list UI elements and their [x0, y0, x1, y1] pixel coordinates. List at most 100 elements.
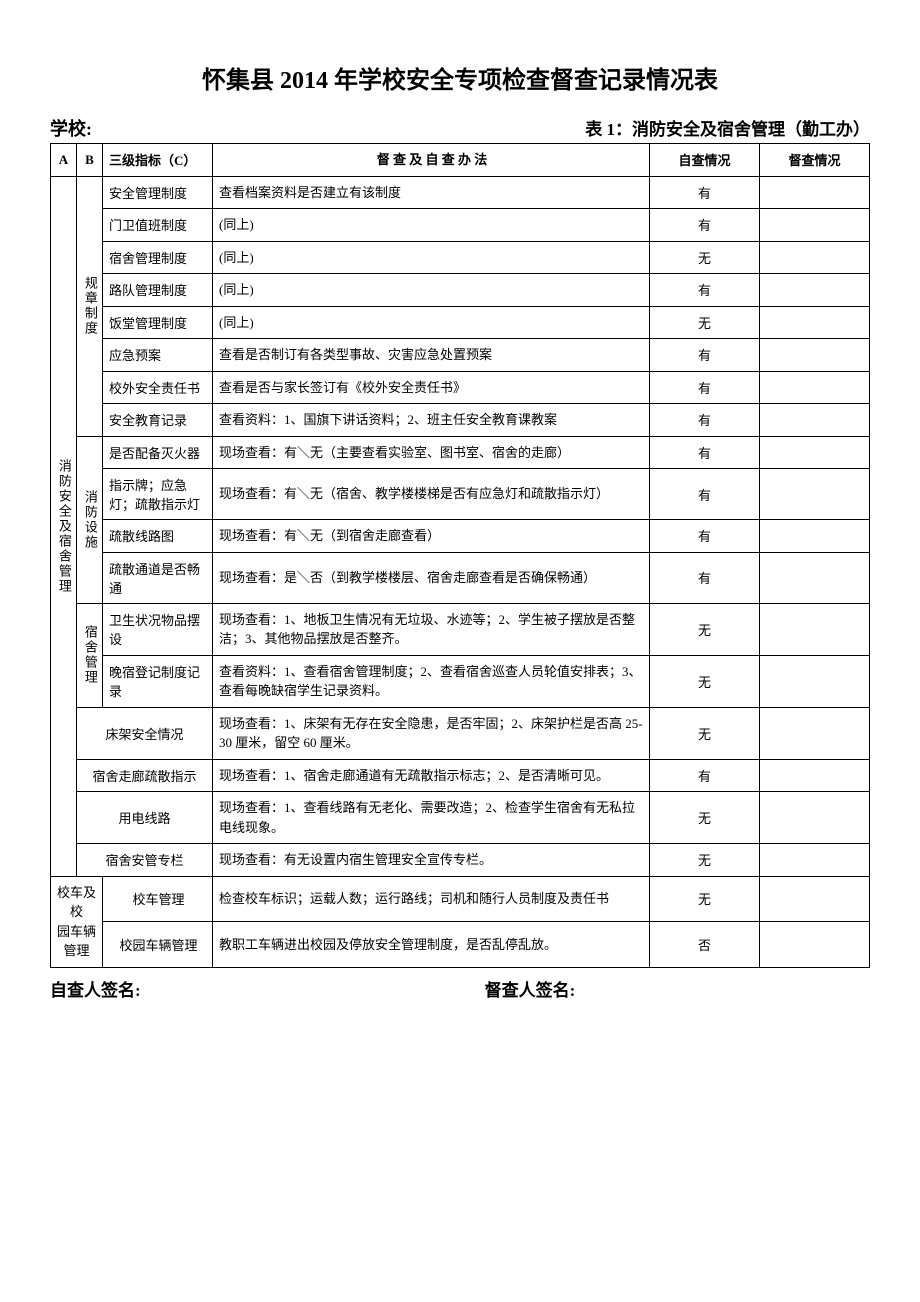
cell-self: 无	[650, 876, 760, 922]
cell-c-merged: 用电线路	[77, 792, 213, 844]
section-a2-line2: 园车辆	[57, 924, 96, 939]
cell-self: 有	[650, 371, 760, 404]
cell-method: 查看档案资料是否建立有该制度	[213, 176, 650, 209]
table-row: 宿舍安管专栏 现场查看：有无设置内宿生管理安全宣传专栏。 无	[51, 844, 870, 877]
cell-c: 校车管理	[103, 876, 213, 922]
cell-method: 现场查看：有＼无（到宿舍走廊查看）	[213, 520, 650, 553]
cell-c: 晚宿登记制度记录	[103, 655, 213, 707]
header-row: 学校: 表 1：消防安全及宿舍管理（勤工办）	[50, 115, 870, 141]
table-row: 床架安全情况 现场查看：1、床架有无存在安全隐患，是否牢固；2、床架护栏是否高 …	[51, 707, 870, 759]
cell-c-merged: 宿舍安管专栏	[77, 844, 213, 877]
cell-sup	[760, 209, 870, 242]
cell-c: 路队管理制度	[103, 274, 213, 307]
cell-self: 有	[650, 176, 760, 209]
section-a2-line1: 校车及校	[57, 885, 96, 920]
table-row: 应急预案 查看是否制订有各类型事故、灾害应急处置预案 有	[51, 339, 870, 372]
table-row: 指示牌；应急灯；疏散指示灯 现场查看：有＼无（宿舍、教学楼楼梯是否有应急灯和疏散…	[51, 469, 870, 520]
inspection-table: A B 三级指标（C） 督 查 及 自 查 办 法 自查情况 督查情况 消防安全…	[50, 143, 870, 968]
cell-method: 现场查看：有＼无（宿舍、教学楼楼梯是否有应急灯和疏散指示灯）	[213, 469, 650, 520]
cell-method: (同上)	[213, 241, 650, 274]
cell-c: 是否配备灭火器	[103, 436, 213, 469]
cell-self: 无	[650, 655, 760, 707]
cell-method: 查看是否制订有各类型事故、灾害应急处置预案	[213, 339, 650, 372]
cell-sup	[760, 306, 870, 339]
cell-self: 无	[650, 707, 760, 759]
cell-sup	[760, 274, 870, 307]
cell-c: 校外安全责任书	[103, 371, 213, 404]
cell-sup	[760, 844, 870, 877]
cell-self: 有	[650, 436, 760, 469]
cell-sup	[760, 241, 870, 274]
cell-self: 无	[650, 306, 760, 339]
table-row: 疏散通道是否畅通 现场查看：是＼否（到教学楼楼层、宿舍走廊查看是否确保畅通） 有	[51, 552, 870, 603]
cell-c: 宿舍管理制度	[103, 241, 213, 274]
section-a2-line3: 管理	[63, 943, 89, 958]
col-c-header: 三级指标（C）	[103, 144, 213, 177]
section-a2: 校车及校 园车辆 管理	[51, 876, 103, 967]
cell-method: 现场查看：1、地板卫生情况有无垃圾、水迹等；2、学生被子摆放是否整洁；3、其他物…	[213, 603, 650, 655]
cell-self: 有	[650, 520, 760, 553]
table-row: 路队管理制度 (同上) 有	[51, 274, 870, 307]
cell-sup	[760, 792, 870, 844]
section-b1: 规章制度	[77, 176, 103, 436]
cell-sup	[760, 339, 870, 372]
cell-sup	[760, 552, 870, 603]
cell-sup	[760, 707, 870, 759]
table-row: 校车及校 园车辆 管理 校车管理 检查校车标识；运载人数；运行路线；司机和随行人…	[51, 876, 870, 922]
cell-self: 无	[650, 844, 760, 877]
cell-sup	[760, 876, 870, 922]
cell-method: 现场查看：1、床架有无存在安全隐患，是否牢固；2、床架护栏是否高 25-30 厘…	[213, 707, 650, 759]
section-a1: 消防安全及宿舍管理	[51, 176, 77, 876]
cell-sup	[760, 922, 870, 968]
cell-c: 安全管理制度	[103, 176, 213, 209]
cell-self: 有	[650, 274, 760, 307]
table-row: 晚宿登记制度记录 查看资料：1、查看宿舍管理制度；2、查看宿舍巡查人员轮值安排表…	[51, 655, 870, 707]
section-b3: 宿舍管理	[77, 603, 103, 707]
table-header-row: A B 三级指标（C） 督 查 及 自 查 办 法 自查情况 督查情况	[51, 144, 870, 177]
table-row: 宿舍走廊疏散指示 现场查看：1、宿舍走廊通道有无疏散指示标志；2、是否清晰可见。…	[51, 759, 870, 792]
cell-self: 无	[650, 241, 760, 274]
table-row: 宿舍管理制度 (同上) 无	[51, 241, 870, 274]
cell-method: 检查校车标识；运载人数；运行路线；司机和随行人员制度及责任书	[213, 876, 650, 922]
col-sup-header: 督查情况	[760, 144, 870, 177]
table-row: 消防安全及宿舍管理 规章制度 安全管理制度 查看档案资料是否建立有该制度 有	[51, 176, 870, 209]
cell-method: (同上)	[213, 306, 650, 339]
table-row: 宿舍管理 卫生状况物品摆设 现场查看：1、地板卫生情况有无垃圾、水迹等；2、学生…	[51, 603, 870, 655]
cell-c: 门卫值班制度	[103, 209, 213, 242]
cell-method: 查看资料：1、国旗下讲话资料；2、班主任安全教育课教案	[213, 404, 650, 437]
cell-method: 现场查看：1、查看线路有无老化、需要改造；2、检查学生宿舍有无私拉电线现象。	[213, 792, 650, 844]
cell-c: 卫生状况物品摆设	[103, 603, 213, 655]
cell-method: 查看资料：1、查看宿舍管理制度；2、查看宿舍巡查人员轮值安排表；3、查看每晚缺宿…	[213, 655, 650, 707]
cell-self: 有	[650, 209, 760, 242]
cell-c: 指示牌；应急灯；疏散指示灯	[103, 469, 213, 520]
cell-method: 现场查看：1、宿舍走廊通道有无疏散指示标志；2、是否清晰可见。	[213, 759, 650, 792]
col-self-header: 自查情况	[650, 144, 760, 177]
section-b2: 消防设施	[77, 436, 103, 603]
cell-c-merged: 宿舍走廊疏散指示	[77, 759, 213, 792]
cell-sup	[760, 404, 870, 437]
sup-signer-label: 督查人签名:	[485, 976, 870, 1001]
cell-method: 现场查看：是＼否（到教学楼楼层、宿舍走廊查看是否确保畅通）	[213, 552, 650, 603]
cell-method: 现场查看：有无设置内宿生管理安全宣传专栏。	[213, 844, 650, 877]
table-row: 饭堂管理制度 (同上) 无	[51, 306, 870, 339]
cell-sup	[760, 469, 870, 520]
table-row: 门卫值班制度 (同上) 有	[51, 209, 870, 242]
cell-sup	[760, 603, 870, 655]
cell-method: 教职工车辆进出校园及停放安全管理制度，是否乱停乱放。	[213, 922, 650, 968]
cell-sup	[760, 520, 870, 553]
table-row: 校园车辆管理 教职工车辆进出校园及停放安全管理制度，是否乱停乱放。 否	[51, 922, 870, 968]
cell-self: 无	[650, 603, 760, 655]
cell-self: 有	[650, 759, 760, 792]
cell-self: 有	[650, 469, 760, 520]
cell-method: 现场查看：有＼无（主要查看实验室、图书室、宿舍的走廊）	[213, 436, 650, 469]
table-row: 消防设施 是否配备灭火器 现场查看：有＼无（主要查看实验室、图书室、宿舍的走廊）…	[51, 436, 870, 469]
footer-row: 自查人签名: 督查人签名:	[50, 976, 870, 1001]
cell-method: 查看是否与家长签订有《校外安全责任书》	[213, 371, 650, 404]
cell-self: 有	[650, 552, 760, 603]
col-method-header: 督 查 及 自 查 办 法	[213, 144, 650, 177]
cell-sup	[760, 436, 870, 469]
cell-c: 饭堂管理制度	[103, 306, 213, 339]
cell-c: 校园车辆管理	[103, 922, 213, 968]
cell-method: (同上)	[213, 274, 650, 307]
table-row: 校外安全责任书 查看是否与家长签订有《校外安全责任书》 有	[51, 371, 870, 404]
